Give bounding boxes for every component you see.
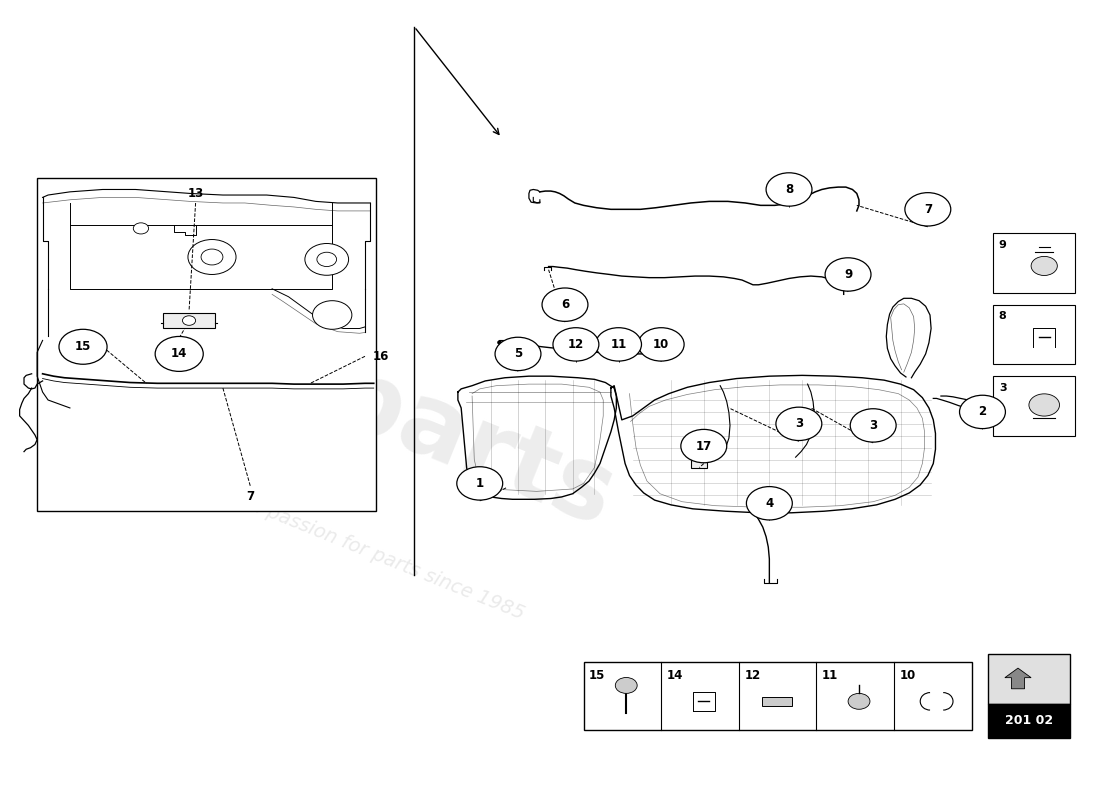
Text: 3: 3: [795, 418, 803, 430]
Circle shape: [848, 694, 870, 710]
Bar: [37, 178, 376, 511]
Text: 15: 15: [75, 340, 91, 354]
Circle shape: [495, 338, 541, 370]
Bar: [993, 376, 1076, 436]
Text: 8: 8: [785, 183, 793, 196]
Circle shape: [595, 328, 641, 361]
Text: 2: 2: [978, 406, 987, 418]
Circle shape: [766, 173, 812, 206]
Circle shape: [553, 328, 598, 361]
Circle shape: [155, 337, 204, 371]
Bar: [988, 654, 1070, 704]
Text: 12: 12: [745, 669, 760, 682]
Text: 9: 9: [999, 239, 1007, 250]
Text: 17: 17: [695, 439, 712, 453]
Bar: [584, 662, 971, 730]
Text: 8: 8: [999, 311, 1007, 321]
Bar: [691, 442, 707, 467]
Text: 10: 10: [900, 669, 915, 682]
Text: 14: 14: [667, 669, 683, 682]
Circle shape: [681, 430, 727, 462]
Text: europarts: europarts: [79, 251, 628, 549]
Text: 11: 11: [822, 669, 838, 682]
Text: 3: 3: [999, 382, 1007, 393]
Circle shape: [456, 466, 503, 500]
Bar: [993, 233, 1076, 293]
Text: 16: 16: [373, 350, 389, 363]
Bar: [993, 305, 1076, 364]
Text: a passion for parts since 1985: a passion for parts since 1985: [246, 495, 527, 623]
Circle shape: [305, 243, 349, 275]
Circle shape: [638, 328, 684, 361]
Circle shape: [201, 249, 223, 265]
Text: 201 02: 201 02: [1005, 714, 1053, 727]
Bar: [975, 404, 983, 412]
Circle shape: [905, 193, 950, 226]
Bar: [762, 697, 792, 706]
Circle shape: [542, 288, 587, 322]
Text: 4: 4: [766, 497, 773, 510]
Circle shape: [59, 330, 107, 364]
Text: 5: 5: [514, 347, 522, 361]
Circle shape: [1028, 394, 1059, 416]
Text: 9: 9: [844, 268, 852, 281]
Circle shape: [312, 301, 352, 330]
Circle shape: [776, 407, 822, 441]
Circle shape: [747, 486, 792, 520]
Circle shape: [959, 395, 1005, 429]
Circle shape: [133, 223, 148, 234]
Bar: [988, 704, 1070, 738]
Polygon shape: [1005, 668, 1031, 689]
Text: 15: 15: [588, 669, 605, 682]
Text: 7: 7: [246, 490, 254, 502]
Text: 3: 3: [869, 419, 877, 432]
Circle shape: [188, 239, 236, 274]
Text: 11: 11: [610, 338, 627, 351]
Circle shape: [183, 316, 196, 326]
Text: 10: 10: [653, 338, 669, 351]
Circle shape: [1031, 257, 1057, 275]
Text: 6: 6: [561, 298, 569, 311]
Text: 1: 1: [475, 477, 484, 490]
Circle shape: [317, 252, 337, 266]
Text: 13: 13: [187, 186, 204, 200]
Circle shape: [615, 678, 637, 694]
Text: 14: 14: [170, 347, 187, 361]
Circle shape: [825, 258, 871, 291]
Text: 12: 12: [568, 338, 584, 351]
Circle shape: [850, 409, 896, 442]
Bar: [163, 313, 216, 329]
Text: 7: 7: [924, 203, 932, 216]
